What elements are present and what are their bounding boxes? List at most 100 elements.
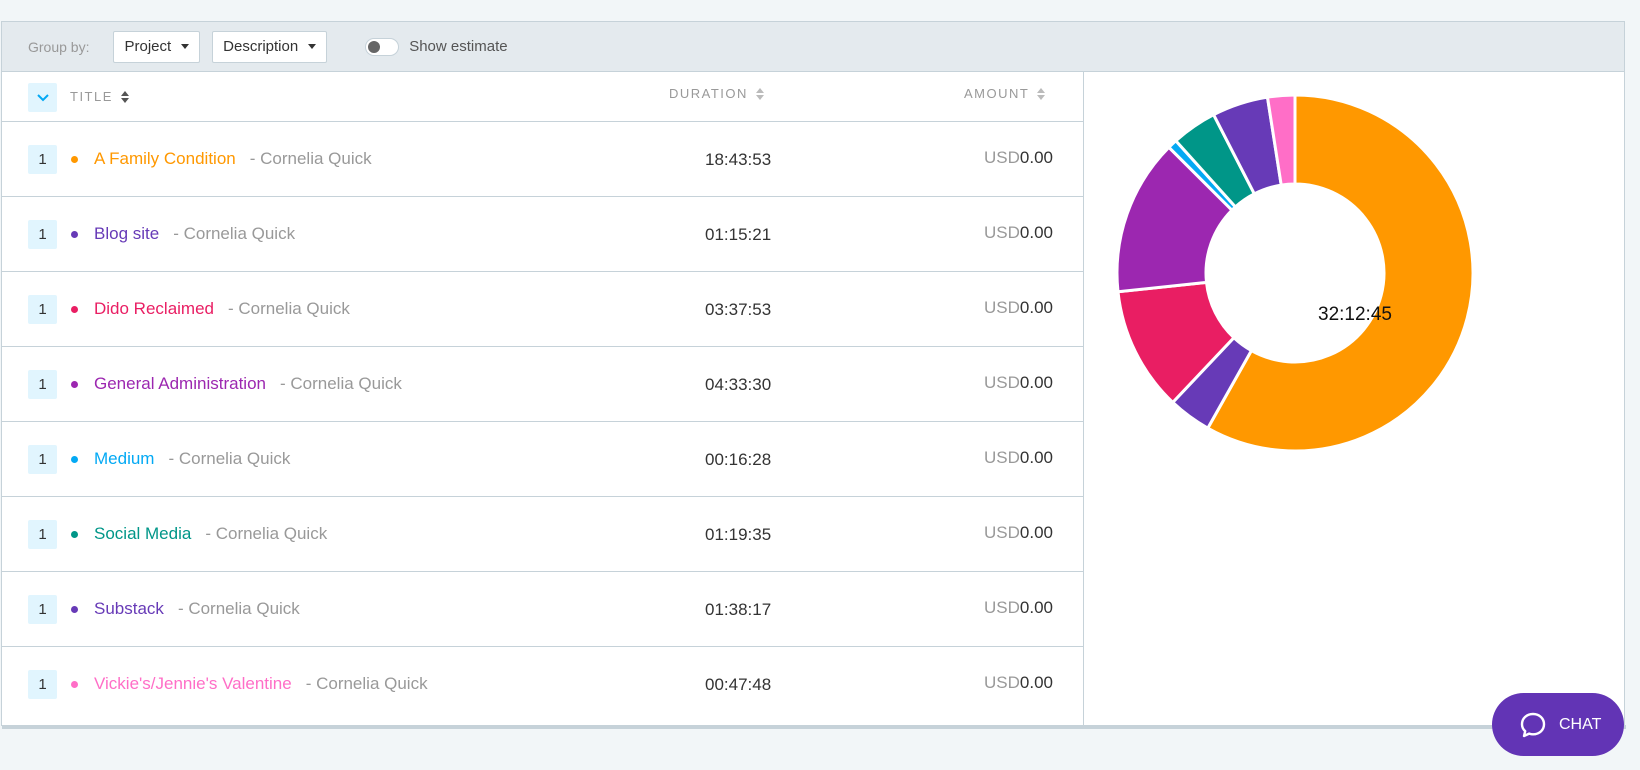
chat-label: CHAT — [1559, 715, 1602, 733]
table-row: 1 Dido Reclaimed - Cornelia Quick 03:37:5… — [2, 272, 1083, 347]
entry-count-badge[interactable]: 1 — [28, 145, 57, 174]
caret-down-icon — [308, 44, 317, 49]
client-name: - Cornelia Quick — [305, 674, 428, 693]
project-title[interactable]: Substack - Cornelia Quick — [94, 599, 300, 619]
project-name: Social Media — [94, 524, 192, 543]
table-header: TITLE DURATION AMOUNT — [2, 72, 1083, 122]
project-name: Medium — [94, 449, 155, 468]
amount-column-header[interactable]: AMOUNT — [964, 86, 1046, 101]
amount-value: 0.00 — [1019, 373, 1053, 392]
chat-bubble-icon — [1520, 712, 1546, 737]
currency-label: USD — [984, 598, 1020, 617]
sort-icon — [1037, 87, 1046, 100]
donut-chart-panel: 32:12:45 — [1085, 72, 1625, 726]
amount-value: 0.00 — [1019, 298, 1053, 317]
client-name: - Cornelia Quick — [249, 149, 372, 168]
group-by-primary-value: Project — [124, 38, 172, 55]
group-by-primary-dropdown[interactable]: Project — [113, 30, 201, 63]
table-row: 1 A Family Condition - Cornelia Quick 18:… — [2, 122, 1083, 197]
project-title[interactable]: Medium - Cornelia Quick — [94, 449, 290, 469]
show-estimate-toggle[interactable] — [365, 37, 400, 56]
project-name: Dido Reclaimed — [94, 299, 214, 318]
title-column-header[interactable]: TITLE — [70, 89, 129, 104]
row-duration: 01:19:35 — [705, 525, 772, 544]
donut-total-label: 32:12:45 — [1318, 304, 1392, 325]
collapse-all-button[interactable] — [28, 83, 57, 112]
show-estimate-toggle-wrap[interactable]: Show estimate — [365, 37, 508, 56]
row-duration: 18:43:53 — [705, 150, 772, 169]
amount-value: 0.00 — [1019, 148, 1053, 167]
project-title[interactable]: Vickie's/Jennie's Valentine - Cornelia Qu… — [94, 674, 428, 694]
project-title[interactable]: A Family Condition - Cornelia Quick — [94, 149, 372, 169]
project-color-dot — [71, 531, 78, 538]
project-color-dot — [71, 381, 78, 388]
project-color-dot — [71, 606, 78, 613]
table-row: 1 Blog site - Cornelia Quick 01:15:21 USD… — [2, 197, 1083, 272]
donut-slice[interactable] — [1205, 93, 1475, 453]
duration-column-header[interactable]: DURATION — [669, 86, 764, 101]
row-duration: 00:47:48 — [705, 675, 772, 694]
row-amount: USD0.00 — [984, 148, 1053, 168]
report-toolbar: Group by: Project Description Show estim… — [2, 22, 1624, 72]
row-duration: 01:15:21 — [705, 225, 772, 244]
project-name: Blog site — [94, 224, 160, 243]
amount-value: 0.00 — [1019, 598, 1053, 617]
row-amount: USD0.00 — [984, 223, 1053, 243]
entry-count-badge[interactable]: 1 — [28, 595, 57, 624]
project-color-dot — [71, 231, 78, 238]
title-header-label: TITLE — [70, 89, 113, 104]
card-bottom-border — [2, 725, 1626, 729]
project-title[interactable]: General Administration - Cornelia Quick — [94, 374, 402, 394]
client-name: - Cornelia Quick — [205, 524, 328, 543]
row-duration: 01:38:17 — [705, 600, 772, 619]
donut-chart — [1115, 93, 1475, 453]
currency-label: USD — [984, 148, 1020, 167]
project-title[interactable]: Dido Reclaimed - Cornelia Quick — [94, 299, 350, 319]
entry-count-badge[interactable]: 1 — [28, 220, 57, 249]
row-amount: USD0.00 — [984, 673, 1053, 693]
currency-label: USD — [984, 223, 1020, 242]
amount-value: 0.00 — [1019, 673, 1053, 692]
duration-header-label: DURATION — [669, 86, 748, 101]
entry-count-badge[interactable]: 1 — [28, 670, 57, 699]
group-by-secondary-dropdown[interactable]: Description — [212, 30, 328, 63]
chevron-down-icon — [36, 93, 49, 101]
currency-label: USD — [984, 448, 1020, 467]
project-name: General Administration — [94, 374, 266, 393]
sort-icon — [120, 90, 129, 103]
group-by-label: Group by: — [28, 38, 90, 55]
table-body: 1 A Family Condition - Cornelia Quick 18:… — [2, 122, 1083, 722]
client-name: - Cornelia Quick — [228, 299, 350, 318]
project-title[interactable]: Blog site - Cornelia Quick — [94, 224, 295, 244]
group-by-secondary-value: Description — [223, 38, 299, 55]
table-row: 1 Vickie's/Jennie's Valentine - Cornelia … — [2, 647, 1083, 722]
sort-icon — [755, 87, 764, 100]
currency-label: USD — [984, 673, 1020, 692]
donut-slice[interactable] — [1265, 93, 1297, 187]
project-name: Substack — [94, 599, 164, 618]
project-color-dot — [71, 456, 78, 463]
table-row: 1 General Administration - Cornelia Quick… — [2, 347, 1083, 422]
report-table: TITLE DURATION AMOUNT 1 A Family Conditi… — [2, 72, 1084, 726]
project-name: Vickie's/Jennie's Valentine — [94, 674, 292, 693]
row-duration: 00:16:28 — [705, 450, 772, 469]
project-name: A Family Condition — [94, 149, 236, 168]
row-amount: USD0.00 — [984, 373, 1053, 393]
project-title[interactable]: Social Media - Cornelia Quick — [94, 524, 327, 544]
row-duration: 03:37:53 — [705, 300, 772, 319]
table-row: 1 Medium - Cornelia Quick 00:16:28 USD0.0… — [2, 422, 1083, 497]
entry-count-badge[interactable]: 1 — [28, 370, 57, 399]
amount-header-label: AMOUNT — [964, 86, 1030, 101]
project-color-dot — [71, 306, 78, 313]
client-name: - Cornelia Quick — [168, 449, 291, 468]
currency-label: USD — [984, 373, 1020, 392]
project-color-dot — [71, 156, 78, 163]
entry-count-badge[interactable]: 1 — [28, 295, 57, 324]
entry-count-badge[interactable]: 1 — [28, 445, 57, 474]
row-amount: USD0.00 — [984, 298, 1053, 318]
entry-count-badge[interactable]: 1 — [28, 520, 57, 549]
client-name: - Cornelia Quick — [173, 224, 296, 243]
client-name: - Cornelia Quick — [279, 374, 402, 393]
chat-button[interactable]: CHAT — [1492, 693, 1624, 756]
row-amount: USD0.00 — [984, 598, 1053, 618]
